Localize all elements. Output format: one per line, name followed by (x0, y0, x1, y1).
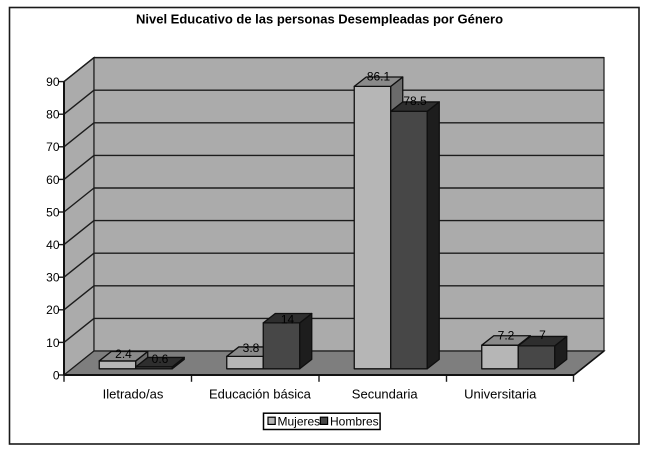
svg-text:14: 14 (281, 313, 295, 327)
svg-text:50: 50 (46, 205, 60, 219)
svg-text:90: 90 (46, 75, 60, 89)
svg-text:Iletrado/as: Iletrado/as (103, 387, 164, 402)
svg-text:40: 40 (46, 238, 60, 252)
svg-text:78.5: 78.5 (403, 94, 427, 108)
svg-text:86.1: 86.1 (367, 69, 391, 83)
svg-text:60: 60 (46, 173, 60, 187)
svg-text:Nivel Educativo de las persona: Nivel Educativo de las personas Desemple… (136, 12, 503, 27)
svg-text:3.8: 3.8 (243, 341, 260, 355)
svg-text:0: 0 (53, 368, 60, 382)
svg-text:10: 10 (46, 336, 60, 350)
svg-text:80: 80 (46, 108, 60, 122)
svg-text:2.4: 2.4 (115, 347, 132, 361)
svg-text:Secundaria: Secundaria (352, 387, 419, 402)
svg-text:30: 30 (46, 271, 60, 285)
svg-text:Mujeres: Mujeres (278, 415, 321, 429)
svg-text:7: 7 (539, 328, 546, 342)
svg-text:Hombres: Hombres (330, 415, 379, 429)
svg-text:7.2: 7.2 (498, 328, 515, 342)
svg-text:0.6: 0.6 (152, 352, 169, 366)
svg-text:Educación básica: Educación básica (209, 387, 312, 402)
svg-text:20: 20 (46, 303, 60, 317)
svg-text:Universitaria: Universitaria (464, 387, 537, 402)
svg-text:70: 70 (46, 140, 60, 154)
